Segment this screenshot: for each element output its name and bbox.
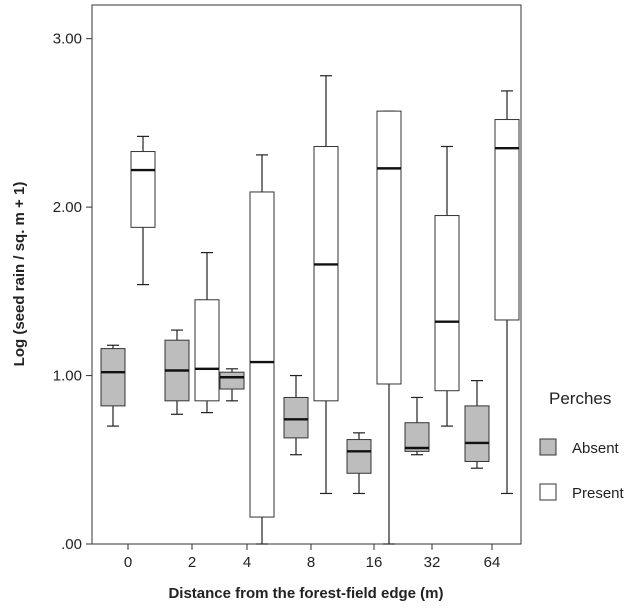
box-iqr (404, 422, 430, 452)
box-iqr (494, 119, 520, 321)
box-iqr (376, 110, 402, 385)
legend: Perches Absent Present (539, 389, 625, 502)
box-present-0 (130, 135, 156, 286)
box-iqr (434, 215, 460, 392)
x-axis: 0 2 4 8 16 32 64 (124, 544, 501, 571)
box-present-8 (313, 75, 339, 495)
box-iqr (283, 396, 309, 439)
box-absent-0 (100, 344, 126, 427)
x-tick-label: 8 (307, 554, 315, 571)
box-series-group (100, 75, 520, 545)
y-axis-title: Log (seed rain / sq. m + 1) (11, 182, 28, 367)
y-tick-label: 3.00 (53, 31, 82, 48)
box-iqr (100, 348, 126, 407)
box-iqr (194, 299, 220, 402)
x-tick-label: 16 (366, 554, 383, 571)
box-present-64 (494, 90, 520, 495)
x-tick-label: 2 (188, 554, 196, 571)
legend-title: Perches (549, 389, 611, 408)
box-present-4 (249, 154, 275, 545)
box-iqr (249, 191, 275, 518)
box-iqr (464, 405, 490, 462)
box-iqr (219, 371, 245, 390)
box-absent-32 (404, 396, 430, 456)
x-tick-label: 64 (484, 554, 501, 571)
x-axis-title: Distance from the forest-field edge (m) (168, 585, 443, 602)
box-iqr (130, 151, 156, 228)
box-present-32 (434, 145, 460, 427)
y-axis: .00 1.00 2.00 3.00 (53, 31, 92, 553)
box-absent-16 (346, 432, 372, 495)
box-absent-64 (464, 380, 490, 469)
legend-swatch-absent (539, 438, 557, 456)
legend-label-absent: Absent (572, 440, 620, 457)
x-tick-label: 4 (243, 554, 251, 571)
box-iqr (346, 439, 372, 474)
box-present-2 (194, 252, 220, 414)
legend-label-present: Present (572, 485, 625, 502)
box-iqr (313, 145, 339, 402)
box-absent-4 (219, 368, 245, 402)
y-tick-label: 1.00 (53, 368, 82, 385)
x-tick-label: 32 (424, 554, 441, 571)
legend-swatch-present (539, 483, 557, 501)
box-present-16 (376, 110, 402, 545)
y-tick-label: 2.00 (53, 199, 82, 216)
box-absent-8 (283, 374, 309, 456)
x-tick-label: 0 (124, 554, 132, 571)
y-tick-label: .00 (61, 536, 82, 553)
box-absent-2 (164, 329, 190, 415)
